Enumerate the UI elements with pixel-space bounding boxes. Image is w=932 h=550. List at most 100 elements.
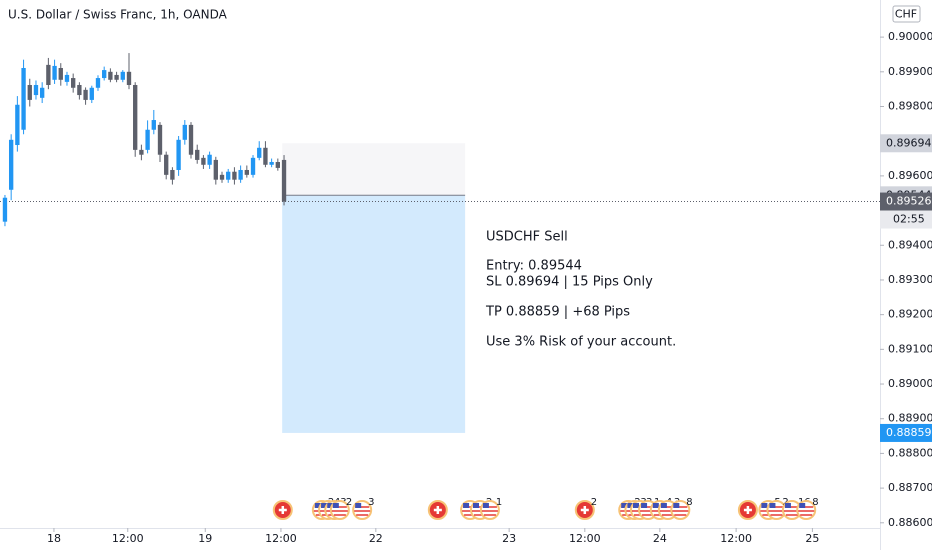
candle-body xyxy=(219,174,225,180)
x-tick-label: 12:00 xyxy=(569,532,601,545)
us-canton xyxy=(482,503,489,508)
candle-body xyxy=(27,84,32,100)
us-canton xyxy=(673,503,680,508)
candle-body xyxy=(15,104,20,146)
y-tick-label: 0.89600 xyxy=(888,169,932,182)
y-tick-label: 0.89100 xyxy=(888,342,932,355)
us-canton xyxy=(473,503,479,508)
annotation-line: Use 3% Risk of your account. xyxy=(486,335,676,350)
currency-box xyxy=(892,5,921,23)
us-canton xyxy=(633,503,639,508)
us-canton xyxy=(621,503,628,508)
candle-body xyxy=(182,124,187,140)
stop-zone xyxy=(282,143,466,196)
candle-body xyxy=(226,171,231,180)
us-canton xyxy=(627,503,634,508)
countdown: 02:55 xyxy=(893,213,925,226)
us-canton xyxy=(332,503,339,508)
x-tick-label: 24 xyxy=(653,532,667,545)
candle-body xyxy=(77,84,82,96)
candle-body xyxy=(58,67,63,80)
candle-body xyxy=(33,84,39,96)
currency: CHF xyxy=(895,8,917,21)
candle-body xyxy=(164,154,169,175)
candle-body xyxy=(108,71,113,80)
x-tick-label: 12:00 xyxy=(720,532,752,545)
target-zone xyxy=(282,195,466,433)
stop-price-label-box xyxy=(880,134,932,153)
candle-body xyxy=(275,162,280,168)
candle-body xyxy=(250,157,256,175)
us-canton xyxy=(652,503,659,508)
x-tick-label: 22 xyxy=(369,532,383,545)
event-count: 2 xyxy=(346,497,352,508)
last-price-label: 0.89526 xyxy=(886,195,932,208)
candle-body xyxy=(114,74,119,80)
x-tick-label: 19 xyxy=(198,532,212,545)
candle-body xyxy=(71,78,76,88)
candle-body xyxy=(21,67,26,130)
y-tick-label: 0.90000 xyxy=(888,30,932,43)
us-canton xyxy=(784,503,791,508)
candle-body xyxy=(145,129,150,150)
x-tick-label: 12:00 xyxy=(112,532,144,545)
us-canton xyxy=(761,503,768,508)
candle-body xyxy=(201,157,206,165)
candle-body xyxy=(213,159,218,180)
candle-body xyxy=(52,65,57,80)
candle-body xyxy=(46,64,51,85)
us-canton xyxy=(641,503,648,508)
candle-body xyxy=(64,74,70,82)
candle-body xyxy=(89,87,94,100)
annotation-line: Entry: 0.89544 xyxy=(486,259,582,274)
candle-body xyxy=(2,197,8,222)
x-tick-label: 12:00 xyxy=(265,532,297,545)
candle-body xyxy=(207,154,212,165)
us-canton xyxy=(660,503,667,508)
candle-body xyxy=(102,70,107,79)
y-tick-label: 0.89400 xyxy=(888,238,932,251)
event-count: 1 xyxy=(496,497,502,508)
us-canton xyxy=(327,503,334,508)
y-tick-label: 0.89900 xyxy=(888,65,932,78)
y-tick-label: 0.88900 xyxy=(888,412,932,425)
candle-body xyxy=(176,139,181,170)
us-canton xyxy=(769,503,776,508)
event-count: 8 xyxy=(686,497,692,508)
x-tick-label: 18 xyxy=(47,532,61,545)
target-price-label: 0.88859 xyxy=(886,426,932,439)
target-price-label-box xyxy=(880,423,932,442)
candle-body xyxy=(195,149,200,160)
candle-body xyxy=(232,171,237,180)
candle-body xyxy=(126,71,132,85)
ch-cross xyxy=(743,506,752,514)
y-tick-label: 0.88600 xyxy=(888,516,932,529)
candle-body xyxy=(188,124,194,155)
candle-body xyxy=(40,87,45,98)
candle-body xyxy=(257,147,262,158)
y-tick-label: 0.89300 xyxy=(888,273,932,286)
annotation-line: TP 0.88859 | +68 Pips xyxy=(485,305,630,320)
y-tick-label: 0.88800 xyxy=(888,446,932,459)
us-canton xyxy=(314,503,321,508)
y-tick-label: 0.88700 xyxy=(888,481,932,494)
ch-cross xyxy=(433,506,442,514)
event-count: 2 xyxy=(591,497,597,508)
ch-cross xyxy=(278,506,287,514)
us-canton xyxy=(463,503,470,508)
candle-body xyxy=(139,149,144,155)
candle-body xyxy=(238,169,243,180)
stop-price-label: 0.89694 xyxy=(886,136,932,149)
y-tick-label: 0.89000 xyxy=(888,377,932,390)
y-tick-label: 0.89800 xyxy=(888,100,932,113)
us-canton xyxy=(799,503,806,508)
candle-body xyxy=(263,147,268,165)
annotation-line: SL 0.89694 | 15 Pips Only xyxy=(486,275,653,290)
x-tick-label: 23 xyxy=(502,532,516,545)
us-canton xyxy=(355,503,362,508)
chart-title: U.S. Dollar / Swiss Franc, 1h, OANDA xyxy=(8,8,228,22)
candle-body xyxy=(281,159,287,202)
countdown-box xyxy=(880,210,932,229)
